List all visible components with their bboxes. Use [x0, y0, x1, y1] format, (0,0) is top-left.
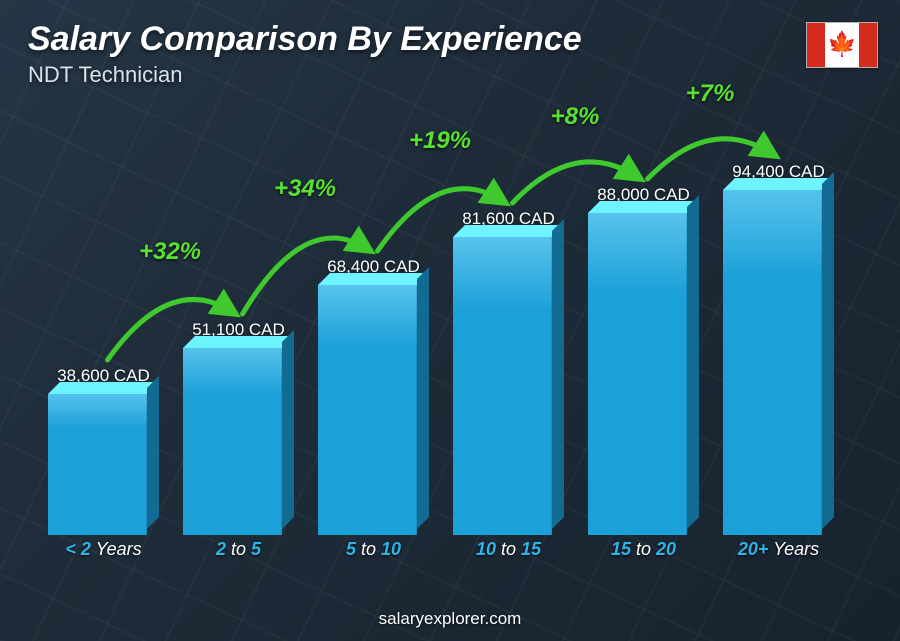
- infographic-stage: Salary Comparison By Experience NDT Tech…: [0, 0, 900, 641]
- bar: 81,600 CAD: [453, 209, 564, 535]
- bar-shape: [183, 348, 294, 535]
- page-subtitle: NDT Technician: [28, 62, 182, 88]
- x-axis: < 2 Years 2 to 5 5 to 10 10 to 15 15 to 20 20…: [40, 539, 842, 571]
- x-axis-label: < 2 Years: [48, 539, 159, 571]
- page-title: Salary Comparison By Experience: [28, 20, 582, 59]
- flag-center: 🍁: [825, 23, 859, 67]
- footer-credit: salaryexplorer.com: [0, 609, 900, 629]
- x-axis-label: 10 to 15: [453, 539, 564, 571]
- flag-band-right: [859, 23, 877, 67]
- bar: 94,400 CAD: [723, 162, 834, 535]
- increase-percent-label: +7%: [686, 80, 735, 108]
- x-axis-label: 2 to 5: [183, 539, 294, 571]
- bar-shape: [588, 213, 699, 535]
- maple-leaf-icon: 🍁: [827, 33, 857, 57]
- x-axis-label: 15 to 20: [588, 539, 699, 571]
- x-axis-label: 20+ Years: [723, 539, 834, 571]
- bar-shape: [723, 190, 834, 535]
- bar: 38,600 CAD: [48, 366, 159, 535]
- x-axis-label: 5 to 10: [318, 539, 429, 571]
- flag-band-left: [807, 23, 825, 67]
- bar: 51,100 CAD: [183, 320, 294, 535]
- bar: 88,000 CAD: [588, 185, 699, 535]
- bar: 68,400 CAD: [318, 257, 429, 535]
- increase-percent-label: +8%: [551, 103, 600, 131]
- salary-bar-chart: 38,600 CAD 51,100 CAD 68,400 CAD 81,600 …: [40, 150, 842, 571]
- bar-shape: [318, 285, 429, 535]
- bar-group: 38,600 CAD 51,100 CAD 68,400 CAD 81,600 …: [40, 150, 842, 535]
- bar-shape: [453, 237, 564, 535]
- bar-shape: [48, 394, 159, 535]
- canada-flag-icon: 🍁: [806, 22, 878, 68]
